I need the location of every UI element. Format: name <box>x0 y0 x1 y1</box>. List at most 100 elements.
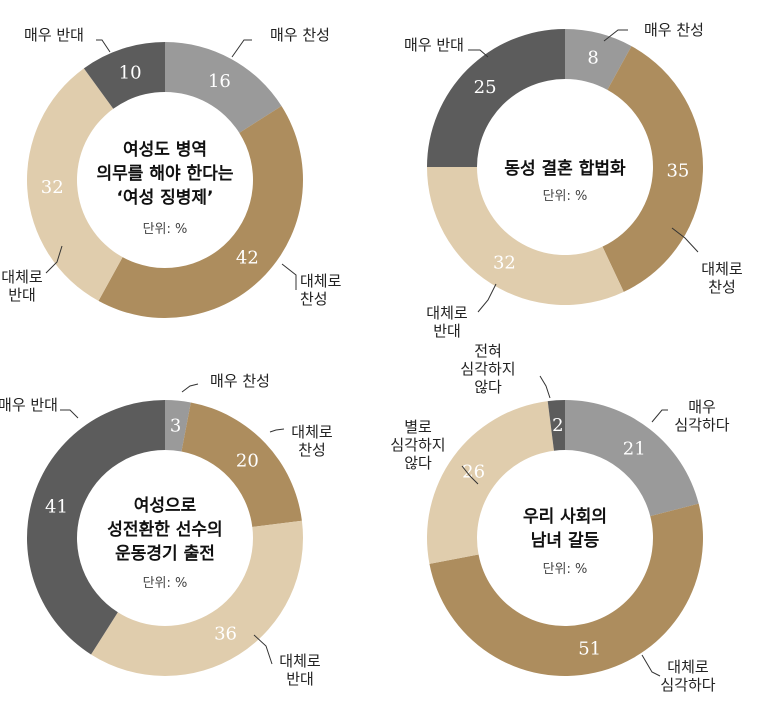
callout-leader-line <box>461 465 479 485</box>
slice-category-label: 매우 반대 <box>404 36 464 54</box>
slice-category-label: 매우 찬성 <box>270 26 330 44</box>
slice-category-label-line: 매우 찬성 <box>210 372 270 390</box>
slice-category-label: 매우 찬성 <box>644 21 704 39</box>
callout-leader-line <box>96 39 111 53</box>
callout-leader-line <box>269 428 285 433</box>
slice-category-label-line: 매우 반대 <box>0 396 58 414</box>
slice-value-label: 21 <box>623 439 646 460</box>
donut-slice-대체로-찬성 <box>602 46 703 292</box>
slice-value-label: 2 <box>552 415 563 436</box>
chart-title-line: 우리 사회의 <box>523 507 607 527</box>
unit-label: 단위: % <box>143 222 188 237</box>
slice-category-label: 대체로 반대 <box>426 304 468 340</box>
slice-value-label: 42 <box>236 247 259 268</box>
slice-value-label: 35 <box>666 161 689 182</box>
donut-slice-매우-반대 <box>427 29 565 167</box>
callout-leader-line <box>231 39 252 58</box>
callout-leader-line <box>253 634 273 665</box>
slice-category-label-line: 전혀 <box>474 342 502 360</box>
donut-slice-별로-심각하지-않다 <box>427 401 554 564</box>
slice-value-label: 16 <box>208 71 231 92</box>
callout-leader-line <box>671 227 699 253</box>
chart-title-line: 운동경기 출전 <box>115 544 215 564</box>
slice-category-label-line: 찬성 <box>298 441 326 459</box>
chart-title-line: 성전환한 선수의 <box>107 520 222 540</box>
chart-title: 동성 결혼 합법화 <box>504 158 626 179</box>
callout-leader-line <box>181 383 199 393</box>
chart-title-line: 여성도 병역 <box>123 140 207 160</box>
slice-category-label-line: 매우 반대 <box>24 26 84 44</box>
slice-value-label: 20 <box>236 451 259 472</box>
slice-category-label-line: 반대 <box>433 322 461 340</box>
slice-category-label-line: 대체로 <box>701 260 743 278</box>
slice-value-label: 25 <box>474 77 497 98</box>
slice-value-label: 41 <box>45 496 68 517</box>
unit-label: 단위: % <box>143 576 188 591</box>
slice-category-label: 전혀 심각하지 않다 <box>460 342 515 396</box>
slice-category-label: 대체로 찬성 <box>291 423 333 459</box>
slice-category-label: 대체로 찬성 <box>300 272 342 308</box>
unit-label: 단위: % <box>543 189 588 204</box>
callout-leader-line <box>468 49 489 58</box>
donut-slice-대체로-반대 <box>91 520 303 676</box>
callout-leader-line <box>60 409 79 419</box>
donut-slice-대체로-찬성 <box>181 402 302 527</box>
donut-slice-매우-반대 <box>26 400 166 655</box>
slice-category-label-line: 심각하다 <box>660 676 715 694</box>
slice-category-label-line: 반대 <box>8 286 36 304</box>
callout-leader-line <box>641 654 661 677</box>
slice-category-label: 대체로 반대 <box>1 268 43 304</box>
slice-category-label-line: 찬성 <box>300 290 328 308</box>
chart-title-line: 남녀 갈등 <box>531 531 600 551</box>
slice-category-label-line: 매우 찬성 <box>270 26 330 44</box>
callout-leader-line <box>477 283 497 313</box>
chart-title-line: 의무를 해야 한다는 <box>97 164 234 184</box>
slice-value-label: 51 <box>578 638 601 659</box>
donut-slice-대체로-반대 <box>26 68 123 301</box>
slice-value-label: 26 <box>462 462 485 483</box>
slice-category-label-line: 대체로 <box>279 652 321 670</box>
donut-slice-대체로-찬성 <box>98 106 303 318</box>
slice-category-label-line: 대체로 <box>300 272 342 290</box>
slice-category-label: 매우 반대 <box>24 26 84 44</box>
slice-category-label: 매우 찬성 <box>210 372 270 390</box>
slice-category-label-line: 반대 <box>286 670 314 688</box>
slice-value-label: 10 <box>119 63 142 84</box>
chart-title-line: 여성으로 <box>134 496 197 516</box>
callout-leader-line <box>281 263 297 290</box>
donut-slice-대체로-반대 <box>427 167 624 305</box>
slice-value-label: 3 <box>170 416 181 437</box>
chart-title-line: 동성 결혼 합법화 <box>504 158 626 179</box>
slice-category-label-line: 심각하지 <box>460 360 515 378</box>
slice-value-label: 32 <box>41 177 64 198</box>
slice-category-label-line: 않다 <box>474 378 502 396</box>
donut-slice-매우-반대 <box>83 42 165 109</box>
slice-category-label-line: 별로 <box>404 418 432 436</box>
slice-category-label: 대체로 심각하다 <box>660 658 715 694</box>
slice-category-label-line: 대체로 <box>1 268 43 286</box>
slice-value-label: 32 <box>493 252 516 273</box>
slice-category-label-line: 매우 찬성 <box>644 21 704 39</box>
slice-category-label-line: 심각하지 <box>390 436 445 454</box>
unit-label: 단위: % <box>543 562 588 577</box>
donut-slice-전혀-심각하지-않다 <box>547 400 565 451</box>
donut-slice-매우-찬성 <box>165 42 282 133</box>
callout-leader-line <box>45 245 63 274</box>
donut-slice-매우-심각하다 <box>565 400 699 517</box>
slice-category-label: 매우 심각하다 <box>674 398 729 434</box>
chart-title-line: ‘여성 징병제’ <box>116 188 213 208</box>
slice-category-label-line: 대체로 <box>426 304 468 322</box>
slice-category-label-line: 찬성 <box>708 278 736 296</box>
slice-category-label: 대체로 반대 <box>279 652 321 688</box>
slice-category-label-line: 매우 반대 <box>404 36 464 54</box>
slice-category-label: 별로 심각하지 않다 <box>390 418 445 472</box>
slice-category-label-line: 심각하다 <box>674 416 729 434</box>
slice-category-label-line: 대체로 <box>291 423 333 441</box>
callout-leader-line <box>651 409 668 423</box>
slice-value-label: 36 <box>214 623 237 644</box>
